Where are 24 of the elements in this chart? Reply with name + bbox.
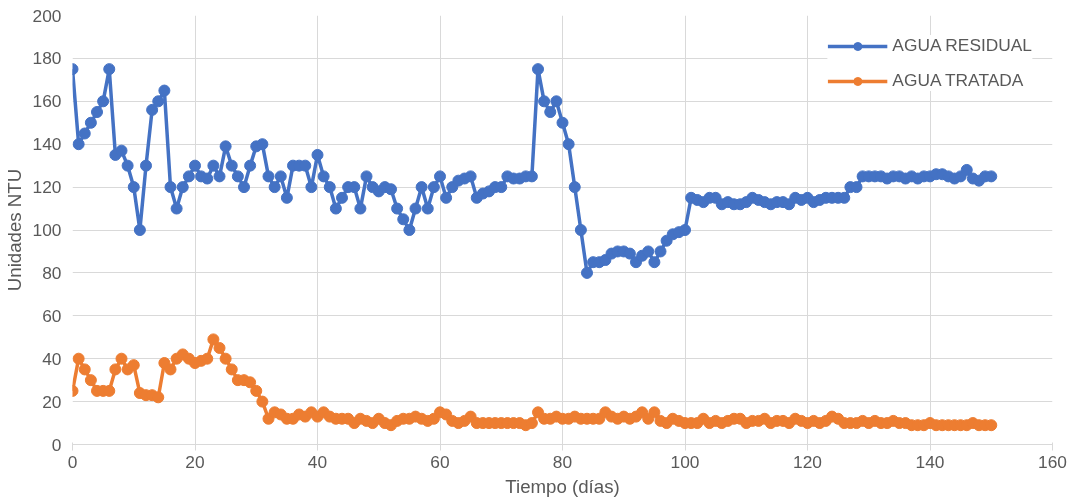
y-tick-label: 80 bbox=[42, 262, 62, 283]
y-tick-label: 0 bbox=[51, 434, 62, 455]
y-axis-title: Unidades NTU bbox=[3, 168, 25, 292]
x-tick-label: 60 bbox=[430, 451, 450, 472]
x-tick-label: 140 bbox=[915, 451, 945, 472]
y-tick-label: 180 bbox=[32, 48, 62, 69]
x-tick-label: 80 bbox=[552, 451, 573, 472]
y-tick-label: 20 bbox=[42, 391, 62, 412]
legend-label: AGUA TRATADA bbox=[892, 70, 1024, 91]
y-tick-label: 160 bbox=[32, 91, 62, 112]
y-tick-label: 140 bbox=[32, 134, 62, 155]
y-tick-label: 60 bbox=[42, 305, 62, 326]
y-tick-label: 100 bbox=[32, 220, 62, 240]
y-tick-label: 40 bbox=[42, 348, 62, 369]
x-tick-label: 100 bbox=[670, 451, 700, 472]
x-tick-label: 40 bbox=[307, 451, 328, 472]
x-tick-label: 160 bbox=[1038, 451, 1067, 472]
y-tick-label: 200 bbox=[32, 5, 62, 26]
y-tick-label: 120 bbox=[32, 177, 62, 198]
x-axis-title: Tiempo (días) bbox=[505, 475, 620, 497]
x-tick-label: 20 bbox=[185, 451, 205, 472]
x-tick-label: 120 bbox=[793, 451, 822, 472]
x-tick-label: 0 bbox=[67, 451, 78, 472]
legend-label: AGUA RESIDUAL bbox=[892, 35, 1032, 56]
